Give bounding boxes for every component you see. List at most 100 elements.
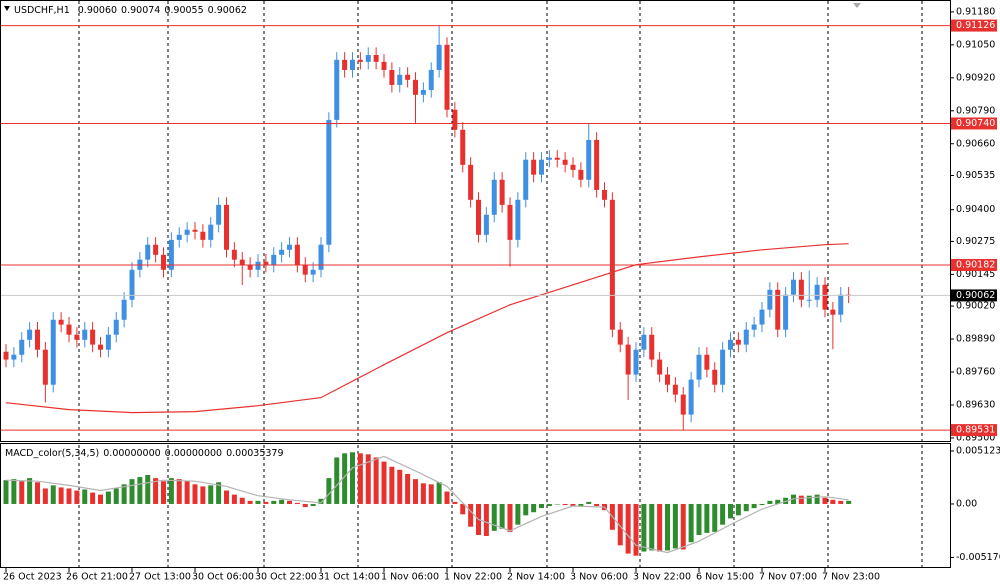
candle-body xyxy=(633,349,639,375)
scroll-marker xyxy=(853,3,861,8)
macd-bar xyxy=(279,499,285,504)
candle-body xyxy=(381,61,387,70)
candle-body xyxy=(523,159,529,200)
candle-body xyxy=(105,334,111,350)
macd-bar xyxy=(735,503,741,516)
macd-bar xyxy=(357,453,363,504)
x-tick-label: 7 Nov 07:00 xyxy=(759,572,817,583)
level-tag xyxy=(951,19,997,32)
candle-body xyxy=(578,169,584,180)
macd-bar xyxy=(239,497,245,504)
candle-body xyxy=(35,329,40,350)
candle-body xyxy=(759,309,765,325)
macd-bar xyxy=(50,485,56,504)
macd-bar xyxy=(491,503,497,531)
candle-body xyxy=(208,224,214,240)
macd-bar xyxy=(444,491,450,504)
candle-body xyxy=(830,309,836,315)
candle-body xyxy=(98,344,103,350)
y-tick-label: 0.90145 xyxy=(956,269,995,280)
candle-body xyxy=(357,59,363,62)
macd-readout: 0.00000000 xyxy=(165,448,222,459)
current-price-label: 0.90062 xyxy=(956,290,995,301)
macd-bar xyxy=(562,503,568,505)
macd-panel xyxy=(0,443,951,568)
macd-bar xyxy=(688,503,694,543)
macd-bar xyxy=(657,503,663,552)
macd-bar xyxy=(633,503,639,556)
candle-body xyxy=(3,351,9,360)
macd-bar xyxy=(294,502,300,504)
candle-body xyxy=(476,199,481,235)
macd-bar xyxy=(287,500,292,504)
macd-bar xyxy=(523,503,529,516)
x-tick-label: 26 Oct 21:00 xyxy=(66,572,128,583)
candle-body xyxy=(515,199,521,240)
candle-body xyxy=(665,374,670,385)
candle-body xyxy=(554,157,560,160)
candle-body xyxy=(216,204,222,225)
candle-body xyxy=(231,249,237,260)
macd-bar xyxy=(822,497,828,504)
candle-body xyxy=(539,159,544,175)
candle-body xyxy=(82,329,88,340)
macd-bar xyxy=(413,479,418,504)
macd-bar xyxy=(121,484,127,504)
ohlc-value: 0.90055 xyxy=(164,5,203,16)
macd-bar xyxy=(617,503,623,546)
macd-bar xyxy=(3,480,9,504)
macd-bar xyxy=(113,488,119,504)
macd-bar xyxy=(161,481,166,504)
macd-bar xyxy=(649,503,655,551)
candle-body xyxy=(586,139,592,180)
macd-bar xyxy=(546,503,552,507)
candle-body xyxy=(791,279,796,295)
macd-bar xyxy=(231,494,237,504)
macd-bar xyxy=(428,484,434,504)
candle-body xyxy=(546,157,552,160)
candle-body xyxy=(452,109,458,130)
macd-bar xyxy=(499,503,505,529)
macd-bar xyxy=(452,501,458,504)
candle-body xyxy=(397,74,403,85)
candle-body xyxy=(271,254,277,265)
candle-body xyxy=(365,54,371,62)
macd-bar xyxy=(129,479,135,504)
macd-bar xyxy=(759,503,765,505)
candle-body xyxy=(279,249,285,255)
macd-bar xyxy=(586,501,592,504)
macd-bar xyxy=(381,461,387,504)
macd-bar xyxy=(365,454,371,504)
x-tick-label: 1 Nov 06:00 xyxy=(381,572,439,583)
x-tick-label: 3 Nov 06:00 xyxy=(570,572,628,583)
macd-bar xyxy=(751,503,757,509)
candle-body xyxy=(735,339,741,345)
candle-body xyxy=(129,269,135,300)
y-tick-label: 0.89760 xyxy=(956,367,995,378)
signal-line xyxy=(5,455,849,554)
candle-body xyxy=(767,289,773,310)
macd-bar xyxy=(767,500,773,504)
candle-body xyxy=(27,329,33,340)
level-label: 0.91126 xyxy=(956,20,995,31)
macd-bar xyxy=(318,498,324,504)
candle-body xyxy=(531,159,537,175)
level-tag xyxy=(951,117,997,130)
candle-body xyxy=(200,231,206,240)
x-tick-label: 26 Oct 2023 xyxy=(3,572,62,583)
macd-bar xyxy=(531,503,537,513)
macd-bar xyxy=(98,494,103,504)
macd-bar xyxy=(775,499,781,504)
main-panel xyxy=(0,0,951,442)
macd-bar xyxy=(326,478,332,504)
ohlc-value: 0.90062 xyxy=(208,5,247,16)
macd-readout: 0.00035379 xyxy=(226,448,283,459)
candle-body xyxy=(153,244,159,255)
candle-body xyxy=(806,299,812,301)
macd-bar xyxy=(11,479,17,504)
macd-bar xyxy=(539,503,544,509)
macd-bar xyxy=(389,466,395,504)
candle-body xyxy=(263,261,269,265)
menu-arrow[interactable] xyxy=(4,6,10,11)
